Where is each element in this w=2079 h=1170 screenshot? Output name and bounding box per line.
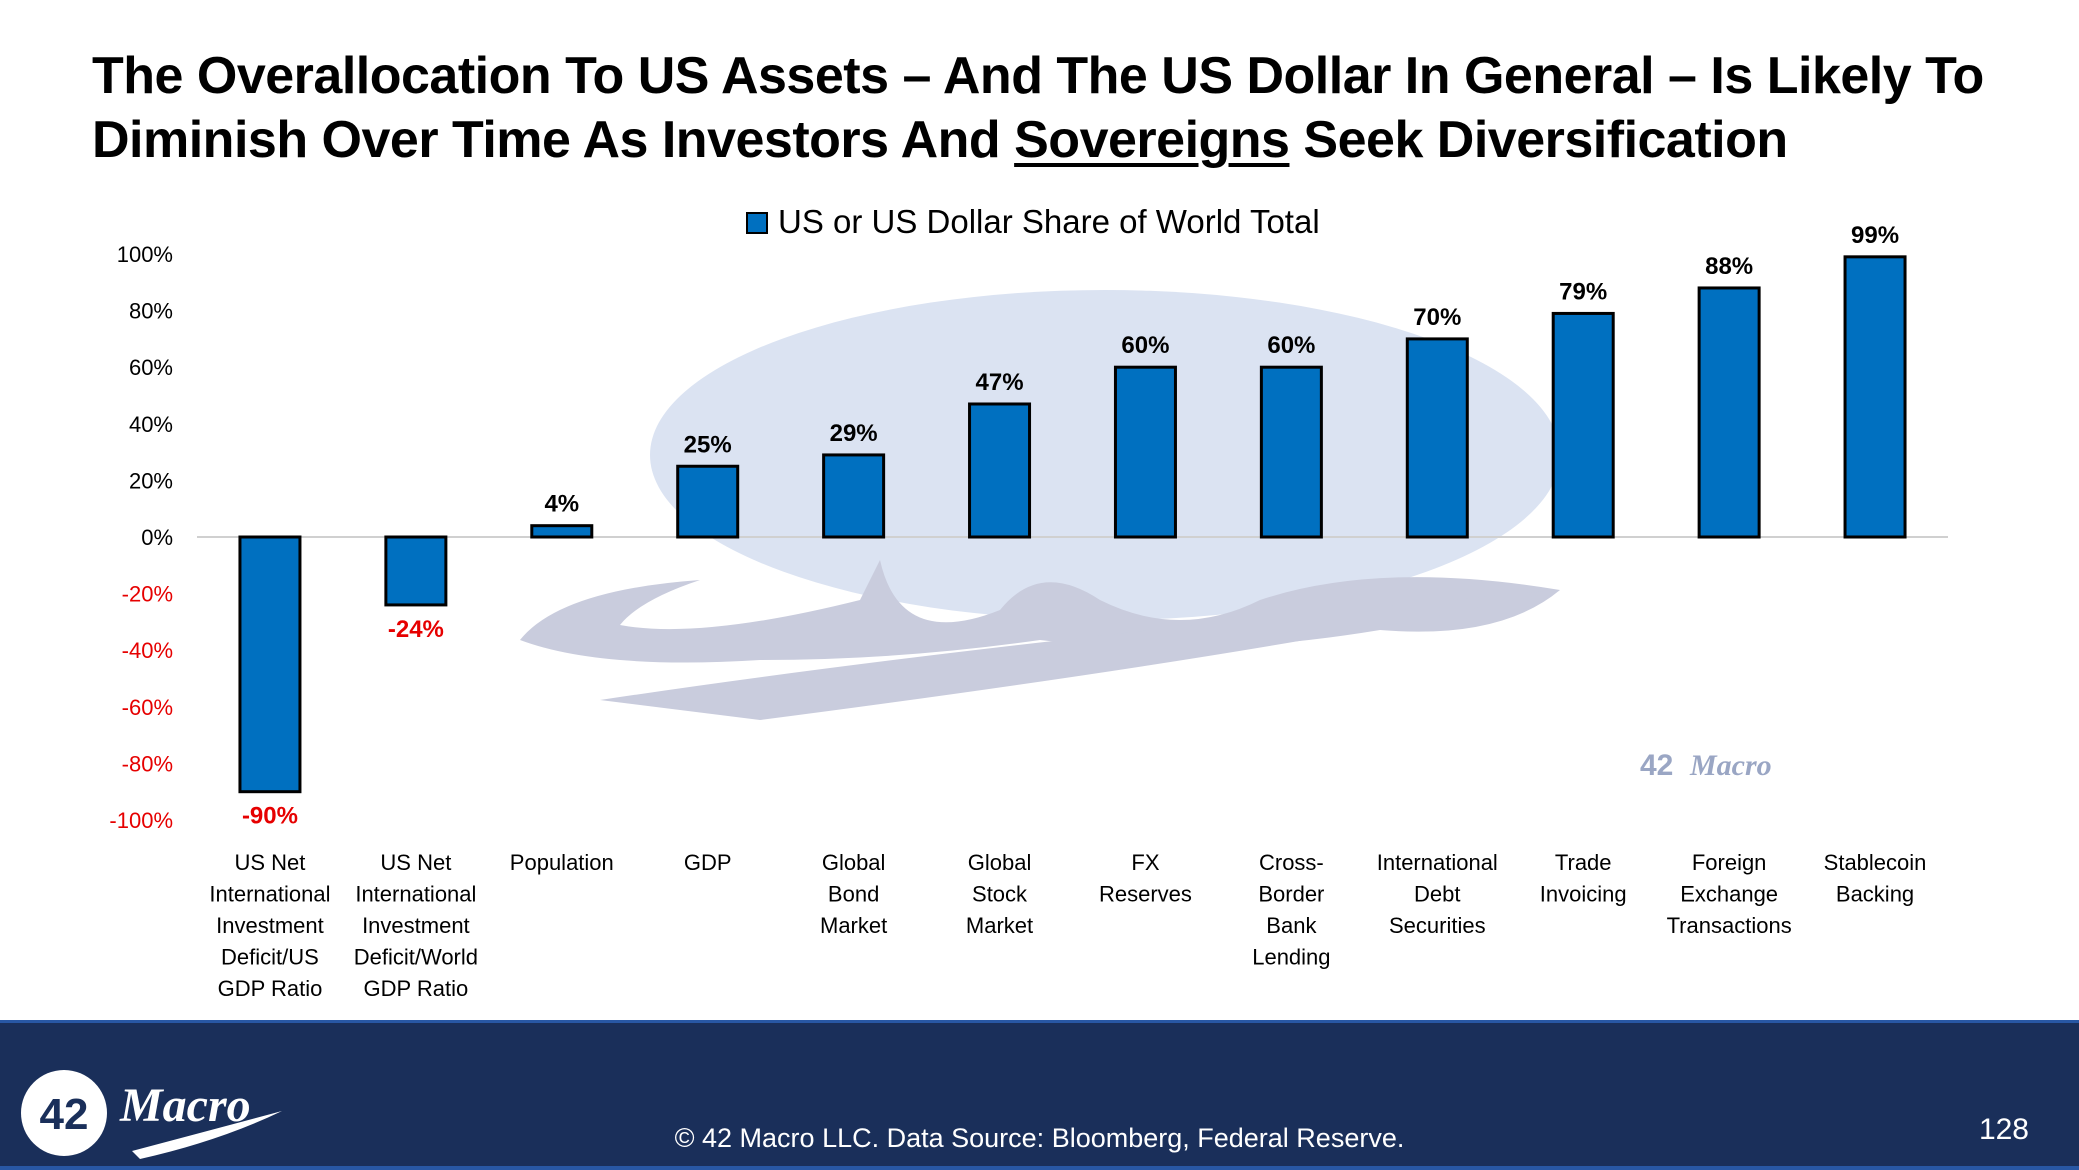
title-text-part2: Seek Diversification <box>1289 111 1788 169</box>
y-tick-label: -40% <box>122 638 173 663</box>
bars <box>238 255 1907 794</box>
x-tick-label: Market <box>966 913 1033 938</box>
watermark-number: 42 <box>1640 749 1673 782</box>
x-tick-label: Investment <box>216 913 324 938</box>
x-tick-label: US Net <box>234 850 305 875</box>
x-tick-label: Global <box>968 850 1032 875</box>
logo-swoosh <box>132 1111 282 1159</box>
bar <box>1551 311 1615 539</box>
data-label: 29% <box>830 420 878 447</box>
slide-title: The Overallocation To US Assets – And Th… <box>92 44 2052 172</box>
y-tick-label: -100% <box>109 808 173 833</box>
x-tick-label: Deficit/World <box>354 945 478 970</box>
data-label: 79% <box>1559 278 1607 305</box>
x-tick-label: Securities <box>1389 913 1486 938</box>
y-tick-label: 20% <box>129 468 173 493</box>
y-tick-label: 0% <box>141 525 173 550</box>
bar <box>676 464 740 539</box>
bar <box>968 402 1032 539</box>
x-tick-label: Stock <box>972 882 1028 907</box>
bar <box>238 535 302 794</box>
footer: 42 Macro © 42 Macro LLC. Data Source: Bl… <box>0 1020 2079 1170</box>
logo-word: Macro <box>119 1079 251 1132</box>
x-tick-label: GDP Ratio <box>218 976 323 1001</box>
y-tick-label: -80% <box>122 751 173 776</box>
legend: US or US Dollar Share of World Total <box>746 203 1320 240</box>
x-tick-label: Invoicing <box>1540 882 1627 907</box>
x-tick-label: Backing <box>1836 882 1914 907</box>
watermark-word: Macro <box>1689 749 1772 782</box>
x-tick-label: Cross- <box>1259 850 1324 875</box>
data-label: -90% <box>242 803 298 830</box>
footer-bottom-border <box>0 1166 2079 1170</box>
x-tick-label: International <box>355 882 476 907</box>
y-tick-label: -20% <box>122 582 173 607</box>
x-tick-label: Stablecoin <box>1824 850 1927 875</box>
title-text-part1: The Overallocation To US Assets – And Th… <box>92 47 1984 169</box>
y-tick-label: 60% <box>129 355 173 380</box>
x-tick-label: Deficit/US <box>221 945 319 970</box>
x-tick-label: Reserves <box>1099 882 1192 907</box>
data-label: 25% <box>684 431 732 458</box>
y-tick-label: -60% <box>122 695 173 720</box>
watermark-swoosh <box>600 590 1560 720</box>
data-labels: -90% -24% 4% 25% 29% 47% 60% 60% 70% 79% 88% 99% <box>242 222 1899 830</box>
x-tick-label: Market <box>820 913 887 938</box>
bar <box>1113 365 1177 539</box>
data-label: 70% <box>1413 304 1461 331</box>
x-tick-label: Bond <box>828 882 879 907</box>
y-axis: 100% 80% 60% 40% 20% 0% -20% -40% -60% -80% -100% <box>109 242 173 833</box>
logo-number: 42 <box>40 1090 89 1139</box>
x-tick-label: Border <box>1258 882 1324 907</box>
bar <box>1259 365 1323 539</box>
x-tick-label: Debt <box>1414 882 1460 907</box>
x-tick-label: Population <box>510 850 614 875</box>
bar <box>384 535 448 607</box>
data-label: 99% <box>1851 222 1899 249</box>
data-label: 60% <box>1267 332 1315 359</box>
x-tick-label: GDP <box>684 850 732 875</box>
bar-chart: 42 Macro US or US Dollar Share of World … <box>109 203 1948 1001</box>
x-tick-label: Bank <box>1266 913 1317 938</box>
bar <box>1405 337 1469 539</box>
bar <box>530 524 594 539</box>
x-tick-label: Investment <box>362 913 470 938</box>
y-tick-label: 40% <box>129 412 173 437</box>
data-label: 88% <box>1705 253 1753 280</box>
x-tick-label: Trade <box>1555 850 1612 875</box>
page-number: 128 <box>1978 1113 2029 1146</box>
data-label: 4% <box>544 491 579 518</box>
y-tick-label: 80% <box>129 299 173 324</box>
footer-copyright: © 42 Macro LLC. Data Source: Bloomberg, … <box>674 1123 1405 1153</box>
x-tick-label: Transactions <box>1667 913 1792 938</box>
legend-swatch <box>746 212 768 234</box>
bar <box>1697 286 1761 539</box>
logo-circle <box>21 1070 107 1156</box>
x-tick-label: Exchange <box>1680 882 1778 907</box>
x-tick-label: Foreign <box>1692 850 1767 875</box>
data-label: 47% <box>976 369 1024 396</box>
x-tick-label: International <box>1377 850 1498 875</box>
x-tick-label: International <box>209 882 330 907</box>
x-axis: US Net International Investment Deficit/US G… <box>209 850 1926 1001</box>
x-tick-label: Global <box>822 850 886 875</box>
x-tick-label: Lending <box>1252 945 1330 970</box>
y-tick-label: 100% <box>117 242 173 267</box>
42-macro-logo: 42 Macro <box>21 1070 282 1159</box>
data-label: 60% <box>1121 332 1169 359</box>
bar <box>822 453 886 539</box>
x-tick-label: GDP Ratio <box>364 976 469 1001</box>
bar <box>1843 255 1907 539</box>
legend-label: US or US Dollar Share of World Total <box>778 203 1320 240</box>
title-text-underlined: Sovereigns <box>1014 111 1290 169</box>
x-tick-label: FX <box>1131 850 1159 875</box>
x-tick-label: US Net <box>380 850 451 875</box>
data-label: -24% <box>388 616 444 643</box>
